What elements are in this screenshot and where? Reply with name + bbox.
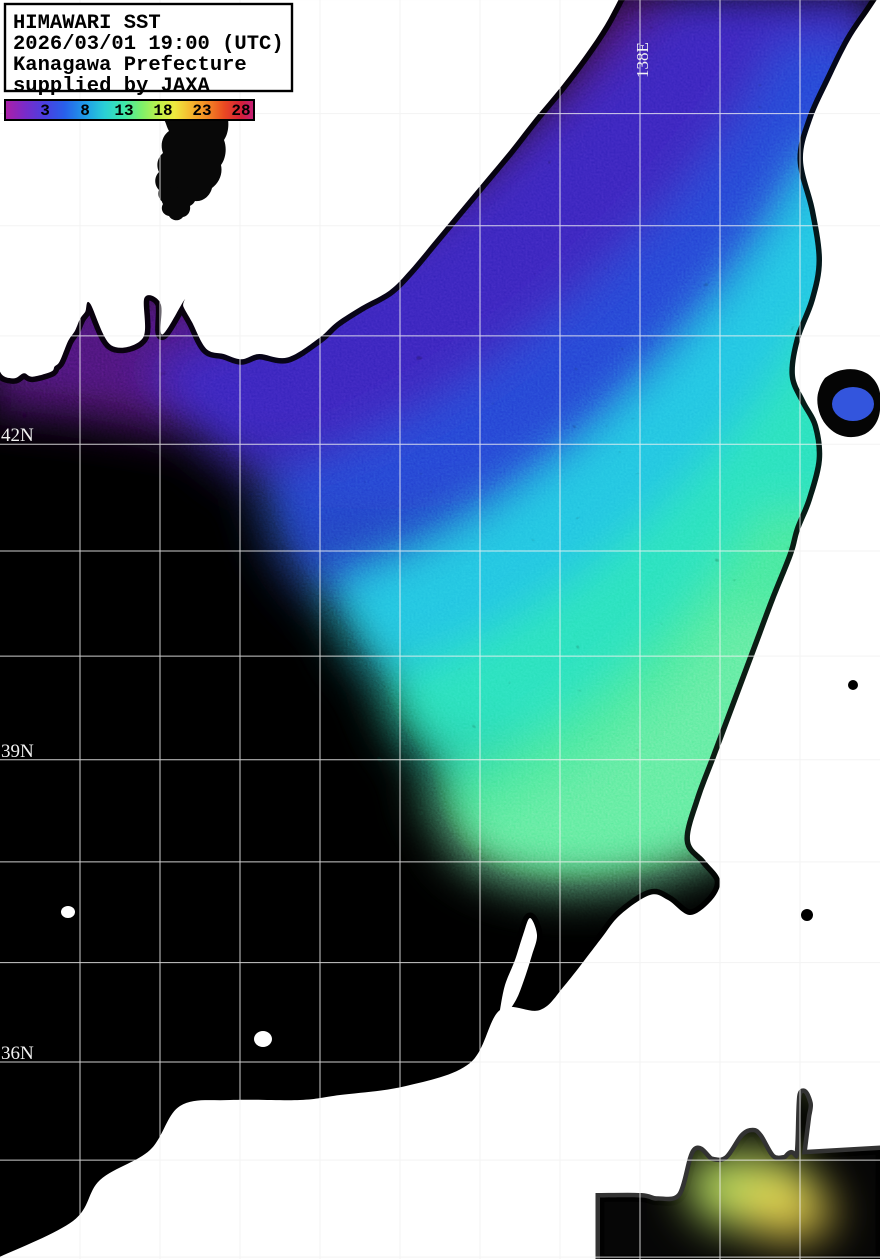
svg-text:42N: 42N bbox=[1, 425, 34, 446]
svg-text:supplied by JAXA: supplied by JAXA bbox=[13, 75, 211, 98]
svg-text:13: 13 bbox=[114, 102, 133, 120]
svg-text:8: 8 bbox=[80, 102, 90, 120]
svg-text:3: 3 bbox=[40, 102, 50, 120]
svg-text:138E: 138E bbox=[633, 42, 652, 78]
svg-text:36N: 36N bbox=[1, 1043, 34, 1064]
svg-text:HIMAWARI SST: HIMAWARI SST bbox=[13, 12, 161, 35]
svg-text:2026/03/01 19:00 (UTC): 2026/03/01 19:00 (UTC) bbox=[13, 33, 284, 56]
svg-text:18: 18 bbox=[153, 102, 172, 120]
svg-text:39N: 39N bbox=[1, 741, 34, 762]
svg-text:Kanagawa Prefecture: Kanagawa Prefecture bbox=[13, 54, 247, 77]
svg-text:28: 28 bbox=[231, 102, 250, 120]
svg-text:23: 23 bbox=[192, 102, 211, 120]
